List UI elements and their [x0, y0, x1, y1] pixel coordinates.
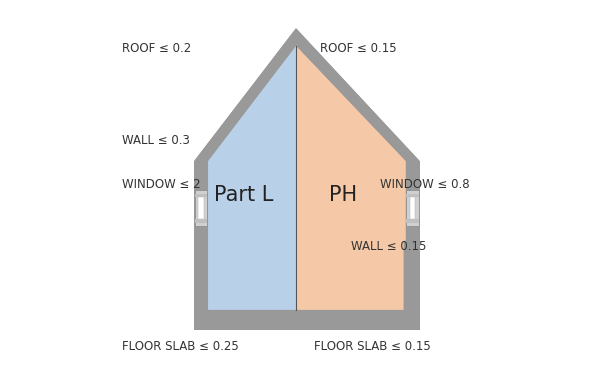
Bar	[407, 190, 419, 226]
Bar	[406, 161, 420, 241]
Text: ROOF ≤ 0.2: ROOF ≤ 0.2	[121, 42, 191, 55]
Text: WINDOW ≤ 2: WINDOW ≤ 2	[121, 178, 200, 191]
Text: PH: PH	[329, 185, 358, 206]
Text: Part L: Part L	[214, 185, 273, 206]
Text: FLOOR SLAB ≤ 0.15: FLOOR SLAB ≤ 0.15	[314, 340, 431, 353]
Bar	[195, 219, 207, 223]
Bar	[404, 241, 420, 310]
Bar	[194, 161, 208, 310]
Text: WINDOW ≤ 0.8: WINDOW ≤ 0.8	[379, 178, 469, 191]
Polygon shape	[194, 28, 420, 330]
Bar	[195, 190, 207, 226]
Polygon shape	[296, 28, 420, 161]
Text: WALL ≤ 0.15: WALL ≤ 0.15	[350, 240, 426, 253]
Polygon shape	[296, 46, 406, 310]
Text: ROOF ≤ 0.15: ROOF ≤ 0.15	[320, 42, 396, 55]
Bar	[410, 197, 416, 219]
Bar	[407, 194, 419, 197]
Bar	[407, 219, 419, 223]
Bar	[195, 194, 207, 197]
Polygon shape	[208, 46, 296, 310]
Bar	[194, 310, 420, 330]
Bar	[198, 197, 204, 219]
Polygon shape	[194, 28, 296, 161]
Text: FLOOR SLAB ≤ 0.25: FLOOR SLAB ≤ 0.25	[121, 340, 239, 353]
Text: WALL ≤ 0.3: WALL ≤ 0.3	[121, 134, 189, 147]
